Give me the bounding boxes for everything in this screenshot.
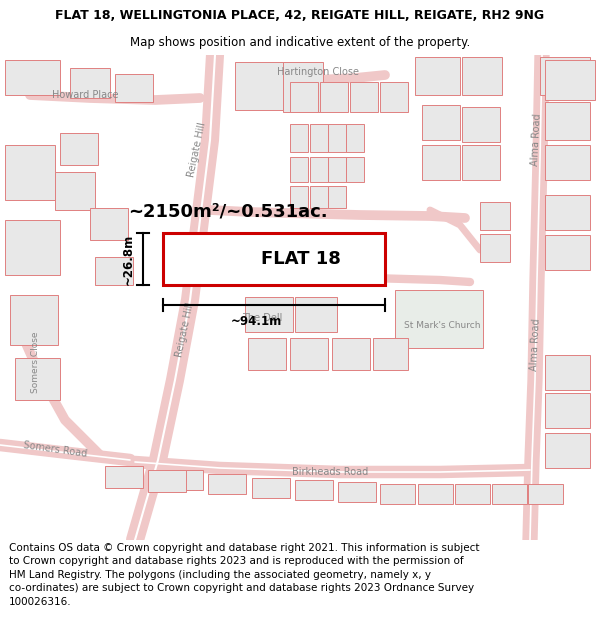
Bar	[350, 82, 378, 112]
Bar	[105, 466, 143, 488]
Bar	[95, 257, 133, 285]
Bar	[235, 62, 283, 110]
Bar	[5, 220, 60, 275]
Text: ~26.8m: ~26.8m	[122, 233, 135, 284]
Text: The Dell: The Dell	[242, 313, 282, 323]
Text: ~94.1m: ~94.1m	[230, 315, 282, 328]
Bar	[15, 358, 60, 400]
Bar	[320, 82, 348, 112]
Bar	[290, 82, 318, 112]
Text: FLAT 18, WELLINGTONIA PLACE, 42, REIGATE HILL, REIGATE, RH2 9NG: FLAT 18, WELLINGTONIA PLACE, 42, REIGATE…	[55, 9, 545, 22]
Bar	[328, 157, 346, 182]
Bar	[462, 107, 500, 142]
Bar	[418, 484, 453, 504]
Bar	[528, 484, 563, 504]
Bar	[328, 124, 346, 152]
Bar	[545, 393, 590, 428]
Bar	[148, 470, 186, 492]
Bar	[462, 145, 500, 180]
Bar	[328, 186, 346, 208]
Bar	[545, 102, 590, 140]
Bar	[163, 233, 385, 285]
Bar	[290, 338, 328, 370]
Bar	[422, 105, 460, 140]
Bar	[545, 60, 595, 100]
Text: Contains OS data © Crown copyright and database right 2021. This information is : Contains OS data © Crown copyright and d…	[9, 542, 479, 607]
Bar	[338, 482, 376, 502]
Bar	[422, 145, 460, 180]
Bar	[290, 157, 308, 182]
Bar	[290, 186, 308, 208]
Bar	[5, 145, 55, 200]
Bar	[540, 57, 590, 95]
Bar	[545, 145, 590, 180]
Bar	[492, 484, 527, 504]
Bar	[290, 124, 308, 152]
Bar	[5, 60, 60, 95]
Bar	[380, 484, 415, 504]
Text: ~2150m²/~0.531ac.: ~2150m²/~0.531ac.	[128, 202, 328, 220]
Bar	[245, 297, 293, 332]
Text: FLAT 18: FLAT 18	[261, 250, 341, 268]
Bar	[373, 338, 408, 370]
Bar	[310, 124, 328, 152]
Text: Birkheads Road: Birkheads Road	[292, 467, 368, 477]
Bar	[165, 470, 203, 490]
Bar	[55, 172, 95, 210]
Bar	[415, 57, 460, 95]
Bar	[295, 297, 337, 332]
Text: Alma Road: Alma Road	[529, 319, 541, 371]
Bar	[295, 480, 333, 500]
Bar	[395, 290, 483, 348]
Text: Howard Place: Howard Place	[52, 90, 118, 100]
Bar	[248, 338, 286, 370]
Text: Reigate Hill: Reigate Hill	[174, 302, 196, 358]
Bar	[283, 62, 323, 112]
Text: Somers Close: Somers Close	[31, 331, 40, 392]
Bar	[70, 68, 110, 98]
Bar	[10, 295, 58, 345]
Bar	[545, 195, 590, 230]
Bar	[462, 57, 502, 95]
Bar	[545, 235, 590, 270]
Bar	[310, 186, 328, 208]
Bar	[480, 234, 510, 262]
Text: Hartington Close: Hartington Close	[277, 67, 359, 77]
Bar	[310, 157, 328, 182]
Bar	[332, 338, 370, 370]
Text: Somers Road: Somers Road	[22, 441, 88, 459]
Bar	[60, 133, 98, 165]
Bar	[115, 74, 153, 102]
Text: Reigate Hill: Reigate Hill	[186, 122, 208, 178]
Bar	[380, 82, 408, 112]
Bar	[208, 474, 246, 494]
Text: St Mark's Church: St Mark's Church	[404, 321, 480, 329]
Bar	[252, 478, 290, 498]
Bar	[455, 484, 490, 504]
Bar	[346, 124, 364, 152]
Text: Alma Road: Alma Road	[530, 114, 542, 166]
Bar	[545, 433, 590, 468]
Bar	[346, 157, 364, 182]
Bar	[480, 202, 510, 230]
Text: Map shows position and indicative extent of the property.: Map shows position and indicative extent…	[130, 36, 470, 49]
Bar	[90, 208, 128, 240]
Bar	[545, 355, 590, 390]
